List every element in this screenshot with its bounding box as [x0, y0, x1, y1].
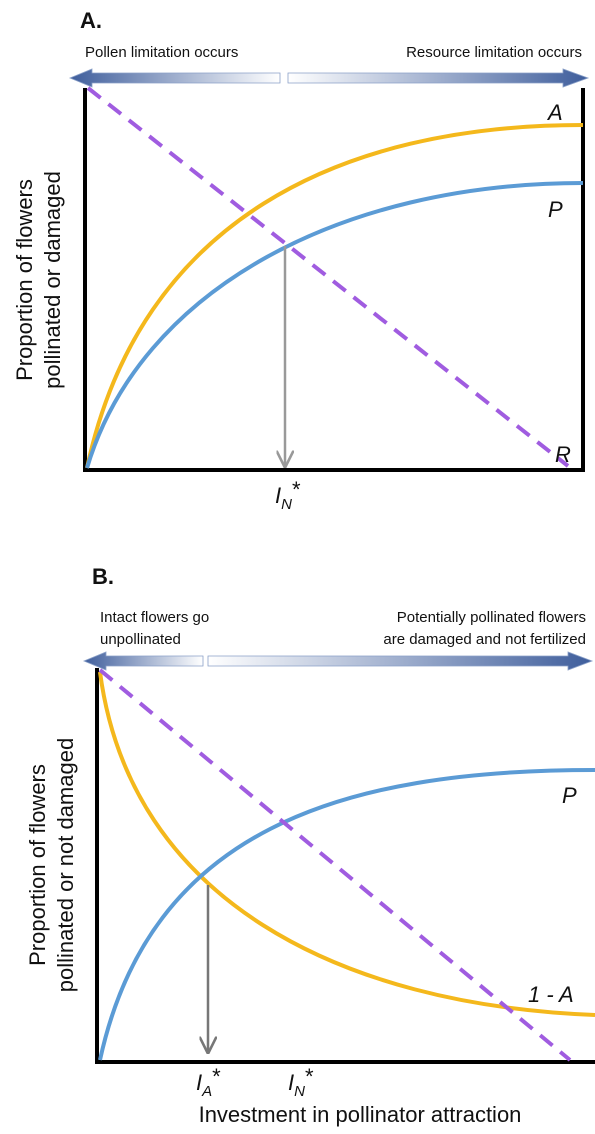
- curve-r: [98, 668, 572, 1062]
- curve-p: [98, 768, 595, 1061]
- note: are damaged and not fertilized: [383, 631, 586, 648]
- curve-one-minus-a: [98, 671, 595, 1017]
- y-axis-label: Proportion of flowers: [12, 179, 37, 381]
- curve-label: A: [546, 100, 563, 125]
- curve-a: [85, 123, 584, 469]
- marker-label: IA*: [196, 1064, 221, 1100]
- arrow: [287, 68, 590, 88]
- note: Intact flowers go: [100, 609, 209, 626]
- curve-label: P: [548, 197, 563, 222]
- y-axis-label: pollinated or damaged: [40, 171, 65, 389]
- note: Pollen limitation occurs: [85, 44, 238, 61]
- curve-label: R: [555, 442, 571, 467]
- panel-label: B.: [92, 564, 114, 589]
- curve-p: [85, 181, 584, 469]
- arrow: [207, 651, 594, 671]
- curve-label: P: [562, 783, 577, 808]
- axes: [95, 668, 595, 1064]
- curve-label: 1 - A: [528, 982, 574, 1007]
- note: Resource limitation occurs: [406, 44, 582, 61]
- panel-label: A.: [80, 8, 102, 33]
- y-axis-label: pollinated or not damaged: [53, 738, 78, 992]
- arrow: [82, 651, 204, 671]
- marker-label: IN*: [275, 477, 301, 513]
- y-axis-label: Proportion of flowers: [25, 764, 50, 966]
- arrow: [68, 68, 281, 88]
- note: Potentially pollinated flowers: [397, 609, 586, 626]
- x-axis-label: Investment in pollinator attraction: [199, 1102, 522, 1127]
- note: unpollinated: [100, 631, 181, 648]
- axes: [83, 88, 585, 472]
- marker-label: IN*: [288, 1064, 314, 1100]
- curve-r: [86, 86, 570, 468]
